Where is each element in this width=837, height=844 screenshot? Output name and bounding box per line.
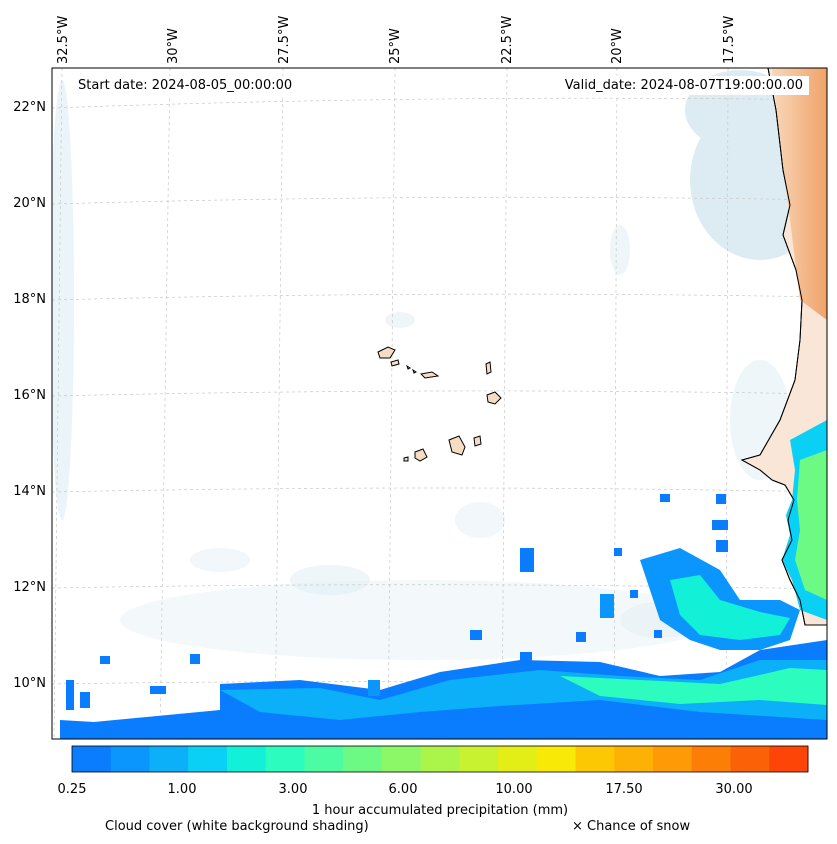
colorbar-tick-label: 1.00	[168, 782, 197, 797]
lat-label: 18°N	[13, 292, 46, 307]
snow-legend: × Chance of snow	[572, 819, 691, 834]
precip-cell	[190, 654, 200, 664]
lat-label: 20°N	[13, 196, 46, 211]
graticule	[52, 68, 827, 739]
start-date-label: Start date: 2024-08-05_00:00:00	[72, 76, 299, 95]
precip-cell	[712, 520, 728, 530]
colorbar-swatch	[691, 746, 732, 772]
precip-cell	[654, 630, 662, 638]
precip-cell	[100, 656, 110, 664]
precip-cell	[66, 680, 74, 710]
precip-band-south-mid	[220, 660, 827, 720]
lon-label: 22.5°W	[500, 16, 515, 64]
colorbar	[72, 746, 809, 772]
precip-cell	[600, 594, 614, 618]
lon-label: 20°W	[610, 28, 625, 64]
colorbar-swatch	[653, 746, 693, 772]
lat-label: 14°N	[13, 484, 46, 499]
lon-label: 25°W	[388, 28, 403, 64]
cape-verde-islands	[377, 346, 502, 462]
precip-cell	[630, 590, 638, 598]
precipitation-field	[60, 420, 827, 739]
colorbar-swatch	[575, 746, 615, 772]
precip-cell	[614, 548, 622, 556]
precip-core-south	[560, 668, 827, 705]
latitude-labels: 22°N 20°N 18°N 16°N 14°N 12°N 10°N	[13, 100, 46, 691]
precip-cell	[660, 494, 670, 502]
precip-blob-east-core	[670, 575, 790, 640]
lat-label: 10°N	[13, 676, 46, 691]
colorbar-ticks: 0.25 1.00 3.00 6.00 10.00 17.50 30.00	[58, 782, 753, 797]
colorbar-swatch	[459, 746, 499, 772]
colorbar-swatch	[498, 746, 538, 772]
lon-label: 32.5°W	[56, 16, 71, 64]
colorbar-swatch	[110, 746, 150, 772]
precip-cell	[716, 540, 728, 552]
precip-cell	[150, 686, 166, 694]
colorbar-swatch	[769, 746, 809, 772]
valid-date-label: Valid_date: 2024-08-07T19:00:00.00	[558, 76, 809, 95]
longitude-labels: 32.5°W 30°W 27.5°W 25°W 22.5°W 20°W 17.5…	[56, 16, 737, 64]
lat-label: 12°N	[13, 580, 46, 595]
lon-label: 30°W	[166, 28, 181, 64]
colorbar-swatch	[614, 746, 654, 772]
precip-cell	[716, 494, 726, 504]
colorbar-swatch	[226, 746, 267, 772]
lon-label: 17.5°W	[722, 16, 737, 64]
colorbar-swatch	[730, 746, 770, 772]
precip-cell	[520, 548, 534, 572]
colorbar-tick-label: 30.00	[715, 782, 752, 797]
colorbar-frame	[71, 745, 809, 773]
africa-coastline	[740, 68, 806, 626]
lat-label: 16°N	[13, 388, 46, 403]
colorbar-swatch	[420, 746, 460, 772]
cloud-cover-legend: Cloud cover (white background shading)	[105, 819, 369, 834]
lon-label: 27.5°W	[277, 16, 292, 64]
colorbar-tick-label: 6.00	[389, 782, 418, 797]
colorbar-swatch	[149, 746, 189, 772]
colorbar-swatch	[72, 746, 112, 772]
precip-cell	[576, 632, 586, 642]
colorbar-swatch	[536, 746, 577, 772]
colorbar-tick-label: 3.00	[279, 782, 308, 797]
precip-cell	[368, 680, 380, 696]
colorbar-tick-label: 10.00	[495, 782, 532, 797]
precip-cell	[470, 630, 482, 640]
sahara-warm-region	[772, 68, 827, 320]
colorbar-swatch	[188, 746, 228, 772]
precip-cell	[80, 692, 90, 708]
map-area	[52, 68, 827, 739]
precip-coastal-core	[795, 450, 827, 600]
colorbar-label: 1 hour accumulated precipitation (mm)	[312, 803, 568, 818]
lat-label: 22°N	[13, 100, 46, 115]
colorbar-swatch	[304, 746, 344, 772]
colorbar-swatch	[381, 746, 422, 772]
colorbar-tick-label: 0.25	[58, 782, 87, 797]
precip-cell	[520, 652, 532, 662]
map-frame	[51, 67, 828, 740]
colorbar-tick-label: 17.50	[605, 782, 642, 797]
colorbar-swatch	[265, 746, 305, 772]
colorbar-swatch	[343, 746, 383, 772]
